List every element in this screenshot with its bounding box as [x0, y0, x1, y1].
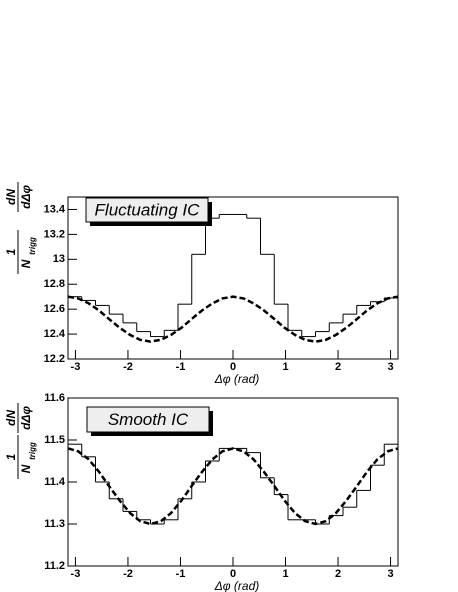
annotation: Fluctuating IC [95, 200, 201, 219]
annotation: Smooth IC [108, 410, 189, 429]
fit-curve [67, 295, 399, 343]
x-tick-label: 1 [282, 568, 288, 580]
y-label-dden: dΔφ [19, 406, 33, 430]
label-box [86, 406, 210, 433]
x-tick-label: -3 [71, 568, 81, 580]
x-tick-label: -2 [123, 361, 133, 373]
y-tick-label: 13 [53, 253, 65, 265]
y-label-num: 1 [4, 248, 18, 255]
x-tick-label: 2 [335, 568, 341, 580]
x-tick-label: -3 [71, 361, 81, 373]
y-label-sub: trigg [28, 442, 37, 460]
x-tick-label: -2 [123, 568, 133, 580]
y-label-num: 1 [4, 453, 18, 460]
x-tick-label: 0 [230, 568, 236, 580]
y-label-dnum: dN [4, 410, 18, 426]
y-tick-label: 13.4 [44, 203, 66, 215]
y-tick-label: 12.8 [44, 278, 65, 290]
x-tick-label: -1 [176, 568, 186, 580]
x-tick-label: 1 [282, 361, 288, 373]
y-label-dnum: dN [4, 189, 18, 205]
y-label-den: N [19, 464, 33, 473]
fit-curve [67, 447, 399, 526]
y-tick-label: 13.2 [44, 228, 65, 240]
y-tick-label: 11.4 [44, 476, 66, 488]
y-tick-label: 11.3 [44, 518, 65, 530]
x-tick-label: 3 [388, 361, 394, 373]
y-label-den: N [19, 259, 33, 268]
y-label-sub: trigg [28, 237, 37, 255]
x-tick-label: 3 [388, 568, 394, 580]
x-tick-label: -1 [176, 361, 186, 373]
x-tick-label: 0 [230, 361, 236, 373]
y-label-dden: dΔφ [19, 185, 33, 209]
y-tick-label: 12.6 [44, 303, 65, 315]
x-axis-title: Δφ (rad) [214, 372, 260, 386]
label-box [85, 197, 209, 223]
y-tick-label: 11.5 [44, 434, 65, 446]
y-tick-label: 12.2 [44, 353, 65, 365]
y-tick-label: 12.4 [44, 328, 66, 340]
y-tick-label: 11.6 [44, 392, 65, 404]
y-tick-label: 11.2 [44, 560, 65, 572]
x-tick-label: 2 [335, 361, 341, 373]
x-axis-title: Δφ (rad) [214, 579, 260, 592]
